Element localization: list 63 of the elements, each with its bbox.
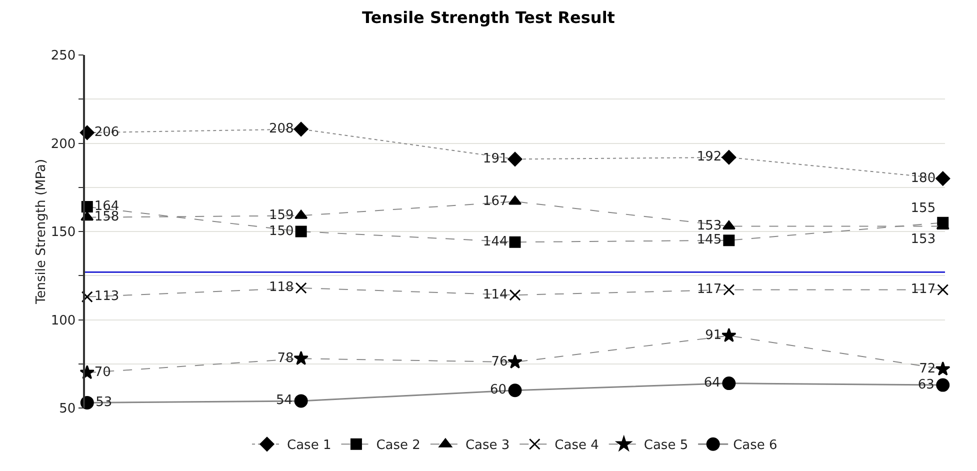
data-label: 145 xyxy=(696,232,722,248)
point xyxy=(723,234,735,246)
point xyxy=(294,350,308,365)
point xyxy=(722,328,736,342)
chart-title: Tensile Strength Test Result xyxy=(362,8,616,27)
point xyxy=(722,376,736,390)
data-label: 155 xyxy=(910,201,936,216)
data-label: 150 xyxy=(268,224,294,239)
point xyxy=(723,284,735,296)
data-label: 60 xyxy=(490,382,506,398)
point xyxy=(508,152,522,166)
data-label: 208 xyxy=(268,121,294,136)
legend-label: Case 2 xyxy=(376,438,420,454)
data-label: 144 xyxy=(482,234,508,250)
y-tick-label: 200 xyxy=(50,136,76,152)
data-label: 113 xyxy=(94,289,120,304)
data-label: 159 xyxy=(268,208,294,223)
point xyxy=(295,226,307,238)
point xyxy=(509,236,521,248)
data-label: 91 xyxy=(705,328,722,343)
point xyxy=(508,354,522,369)
legend-label: Case 3 xyxy=(465,438,510,454)
point xyxy=(294,394,308,408)
data-label: 53 xyxy=(96,394,112,410)
y-tick-label: 250 xyxy=(50,48,76,64)
point xyxy=(509,289,521,301)
point xyxy=(936,378,950,392)
data-label: 167 xyxy=(482,194,508,209)
point xyxy=(81,291,93,303)
data-label: 117 xyxy=(910,282,936,297)
point xyxy=(936,171,950,186)
point xyxy=(294,210,308,219)
data-label: 180 xyxy=(910,170,936,186)
point xyxy=(937,284,949,296)
y-tick-label: 100 xyxy=(50,313,76,328)
point xyxy=(295,282,307,294)
data-label: 206 xyxy=(94,124,120,140)
data-label: 118 xyxy=(268,280,294,296)
point xyxy=(935,361,950,376)
point xyxy=(508,384,522,398)
data-label: 192 xyxy=(696,150,722,165)
data-label: 76 xyxy=(491,354,508,370)
point xyxy=(722,220,736,230)
data-label: 153 xyxy=(910,232,936,248)
data-label: 78 xyxy=(277,350,294,366)
y-tick-label: 150 xyxy=(50,225,76,240)
point xyxy=(294,122,308,136)
legend-label: Case 5 xyxy=(644,438,688,454)
data-label: 64 xyxy=(704,376,720,391)
data-label: 72 xyxy=(919,361,936,376)
point xyxy=(722,150,736,165)
data-label: 191 xyxy=(482,151,508,166)
legend-label: Case 1 xyxy=(287,438,332,454)
data-label: 117 xyxy=(696,282,722,297)
y-axis-title: Tensile Strength (MPa) xyxy=(34,158,49,306)
data-label: 153 xyxy=(696,218,722,234)
data-label: 114 xyxy=(482,287,508,302)
legend-label: Case 6 xyxy=(733,438,778,454)
legend-label: Case 4 xyxy=(554,438,599,454)
data-label: 63 xyxy=(918,377,934,392)
data-label: 54 xyxy=(276,393,293,408)
y-tick-label: 50 xyxy=(59,402,76,417)
data-label: 70 xyxy=(94,364,111,380)
